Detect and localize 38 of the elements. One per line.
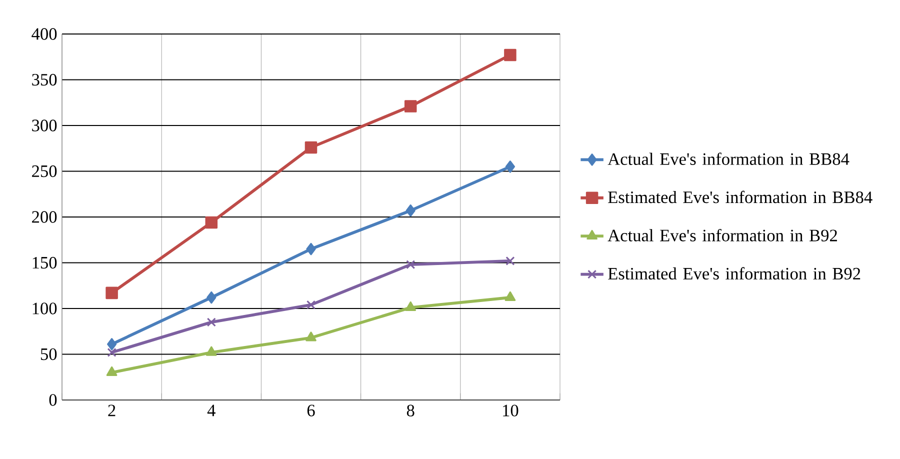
x-tick-label: 2	[108, 404, 116, 416]
point	[304, 141, 318, 154]
point	[106, 366, 118, 376]
legend-label: Estimated Eve's information in B92	[608, 267, 860, 280]
point	[206, 318, 216, 327]
point	[206, 346, 217, 356]
point	[506, 256, 515, 266]
point	[106, 286, 118, 300]
point	[107, 338, 117, 350]
y-tick-label: 0	[49, 394, 57, 406]
point	[405, 301, 416, 312]
y-tick-label: 50	[40, 348, 57, 360]
x-tick-label: 10	[503, 404, 518, 416]
x-tick-label: 6	[307, 404, 315, 416]
x-tick-label: 4	[207, 404, 216, 416]
point	[107, 348, 116, 357]
y-tick-label: 100	[32, 302, 57, 314]
point	[504, 291, 516, 301]
legend-label: Estimated Eve's information in BB84	[608, 190, 872, 204]
point	[306, 300, 316, 310]
point	[406, 204, 416, 217]
y-tick-label: 150	[32, 256, 57, 269]
y-tick-label: 200	[32, 211, 57, 223]
legend-label: Actual Eve's information in BB84	[608, 152, 850, 165]
y-tick-label: 400	[32, 28, 57, 40]
point	[404, 100, 417, 112]
y-tick-label: 250	[32, 165, 57, 178]
point	[505, 160, 515, 173]
point	[406, 260, 416, 270]
y-tick-label: 350	[32, 74, 57, 86]
x-tick-label: 8	[406, 404, 414, 416]
point	[206, 291, 216, 304]
point	[504, 48, 516, 62]
legend-label: Actual Eve's information in B92	[608, 228, 837, 242]
point	[306, 242, 316, 256]
point	[306, 332, 316, 342]
point	[205, 216, 218, 229]
y-tick-label: 300	[32, 120, 57, 132]
